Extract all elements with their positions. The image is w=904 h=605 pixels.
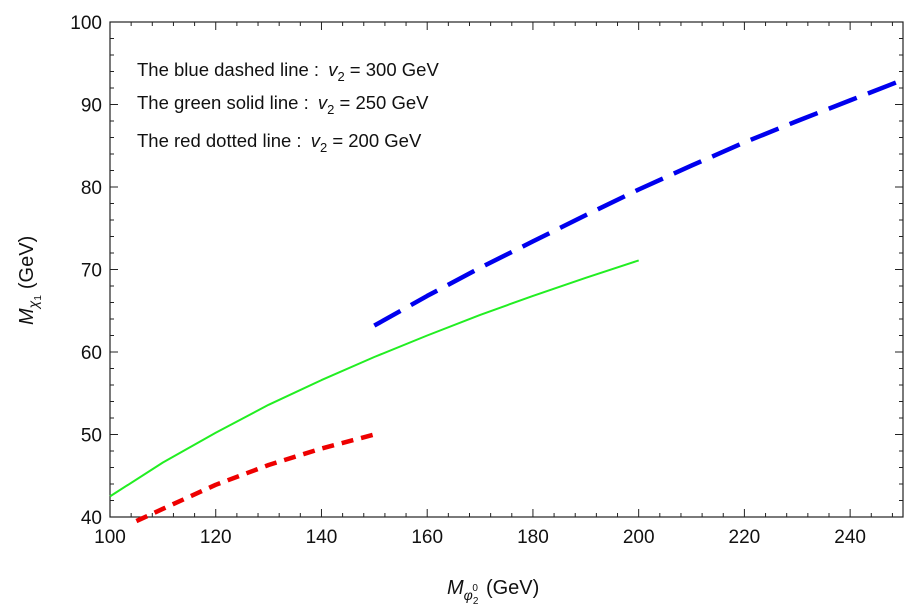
x-tick-label: 220	[729, 527, 761, 548]
annotation-red: The red dotted line : v2 = 200 GeV	[137, 130, 422, 155]
x-tick-label: 180	[517, 527, 549, 548]
x-tick-label: 160	[411, 527, 443, 548]
annotation-block: The blue dashed line : v2 = 300 GeV The …	[137, 59, 439, 155]
series-group	[109, 77, 904, 524]
x-tick-label: 140	[306, 527, 338, 548]
series-line-blue-dashed	[373, 77, 904, 328]
y-tick-label: 80	[81, 178, 102, 199]
x-tick-label: 100	[94, 527, 126, 548]
series-line-red-dotted	[135, 432, 375, 524]
x-tick-label: 200	[623, 527, 655, 548]
y-tick-label: 90	[81, 96, 102, 117]
y-tick-label: 60	[81, 343, 102, 364]
y-tick-label: 70	[81, 261, 102, 282]
y-axis-label: Mχ1(GeV)	[16, 236, 44, 325]
x-tick-label: 120	[200, 527, 232, 548]
x-axis-label: Mφ20 (GeV)	[447, 577, 539, 605]
annotation-blue: The blue dashed line : v2 = 300 GeV	[137, 59, 439, 84]
y-tick-label: 50	[81, 426, 102, 447]
series-line-green-solid	[109, 259, 640, 498]
y-tick-label: 100	[70, 13, 102, 34]
y-tick-label: 40	[81, 508, 102, 529]
x-tick-label: 240	[834, 527, 866, 548]
ticks: 100 120 140 160 180 200 220 240 40 50 60 70 80 90 100	[70, 13, 903, 548]
annotation-green: The green solid line : v2 = 250 GeV	[137, 92, 429, 117]
